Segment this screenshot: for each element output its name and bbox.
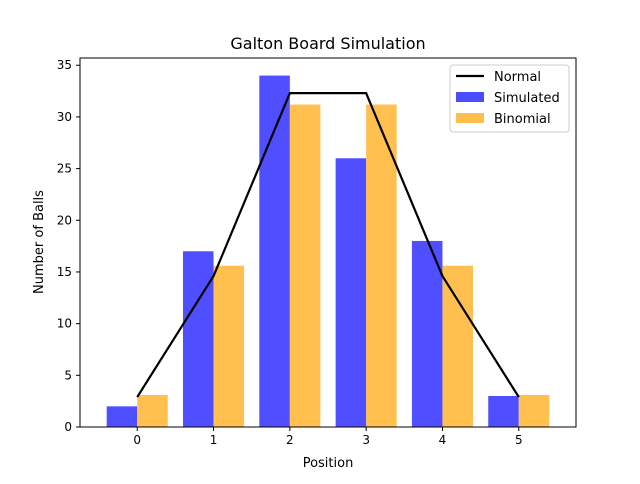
legend-normal-label: Normal — [494, 70, 541, 85]
binomial-bar-3 — [366, 104, 397, 427]
binomial-bar-4 — [442, 265, 473, 427]
legend-simulated-swatch — [456, 92, 484, 102]
binomial-bar-0 — [137, 394, 168, 427]
simulated-bar-0 — [106, 406, 138, 427]
x-tick-label-4: 4 — [439, 433, 447, 447]
chart-title: Galton Board Simulation — [230, 34, 425, 53]
simulated-bar-3 — [335, 158, 367, 427]
x-axis-label: Position — [303, 456, 354, 471]
axes-frame — [79, 57, 577, 428]
x-tick-label-3: 3 — [362, 433, 370, 447]
y-axis-label: Number of Balls — [32, 190, 47, 294]
binomial-bar-2 — [289, 104, 321, 427]
legend-binomial-swatch — [456, 113, 484, 123]
x-tick-label-1: 1 — [210, 433, 218, 447]
y-tick-label-35: 35 — [57, 58, 72, 72]
y-tick-label-15: 15 — [57, 265, 72, 279]
simulated-bar-2 — [259, 75, 290, 428]
legend-binomial-label: Binomial — [494, 112, 551, 127]
y-tick-label-20: 20 — [57, 213, 72, 227]
simulated-bar-4 — [411, 240, 443, 427]
y-tick-label-0: 0 — [64, 420, 72, 434]
y-tick-label-5: 5 — [64, 368, 72, 382]
normal-curve-line — [136, 92, 520, 398]
x-tick-label-0: 0 — [133, 433, 141, 447]
binomial-bar-1 — [213, 265, 245, 427]
plot-area: 0 1 2 3 4 5 0 5 10 15 20 25 30 35 Normal Simulated Binom… — [57, 57, 577, 447]
simulated-bar-5 — [488, 395, 519, 427]
y-tick-label-25: 25 — [57, 162, 72, 176]
binomial-bar-5 — [518, 394, 550, 427]
x-tick-label-5: 5 — [515, 433, 523, 447]
x-tick-label-2: 2 — [286, 433, 294, 447]
legend-simulated-label: Simulated — [494, 91, 560, 106]
y-tick-label-10: 10 — [57, 317, 72, 331]
y-tick-label-30: 30 — [57, 110, 72, 124]
simulated-bar-1 — [183, 251, 214, 427]
